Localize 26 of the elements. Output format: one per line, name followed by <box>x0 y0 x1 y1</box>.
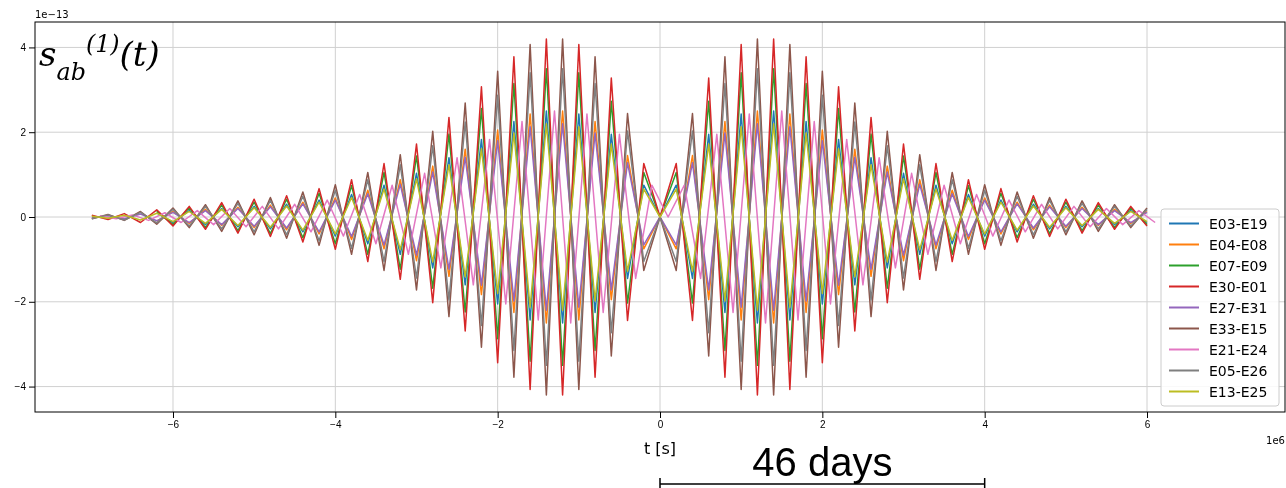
y-tick-label: −4 <box>14 381 27 393</box>
legend-label: E13-E25 <box>1209 383 1268 400</box>
y-tick-label: 4 <box>20 42 27 54</box>
legend-label: E33-E15 <box>1209 320 1268 337</box>
x-axis-title: t [s] <box>643 439 677 458</box>
y-tick-label: −2 <box>14 296 27 308</box>
x-tick-label: 6 <box>1144 419 1151 431</box>
legend-label: E07-E09 <box>1209 257 1268 274</box>
legend-label: E27-E31 <box>1209 299 1268 316</box>
x-tick-label: −6 <box>167 419 180 431</box>
legend-label: E30-E01 <box>1209 278 1268 295</box>
legend-label: E05-E26 <box>1209 362 1268 379</box>
y-tick-label: 0 <box>20 211 27 223</box>
text: s$_{ab}$$^{(1)}$(t) <box>39 30 160 86</box>
x-tick-label: 2 <box>820 419 827 431</box>
x-tick-label: 4 <box>982 419 989 431</box>
y-tick-label: 2 <box>20 126 27 138</box>
x-tick-label: −2 <box>492 419 505 431</box>
legend-label: E04-E08 <box>1209 236 1268 253</box>
text: 1e6 <box>1266 435 1285 446</box>
text: 46 days <box>752 440 893 484</box>
x-tick-label: −4 <box>330 419 342 431</box>
legend-label: E21-E24 <box>1209 341 1268 358</box>
legend-label: E03-E19 <box>1209 215 1268 232</box>
text: 1e−13 <box>35 9 69 20</box>
x-tick-label: 0 <box>657 419 664 431</box>
